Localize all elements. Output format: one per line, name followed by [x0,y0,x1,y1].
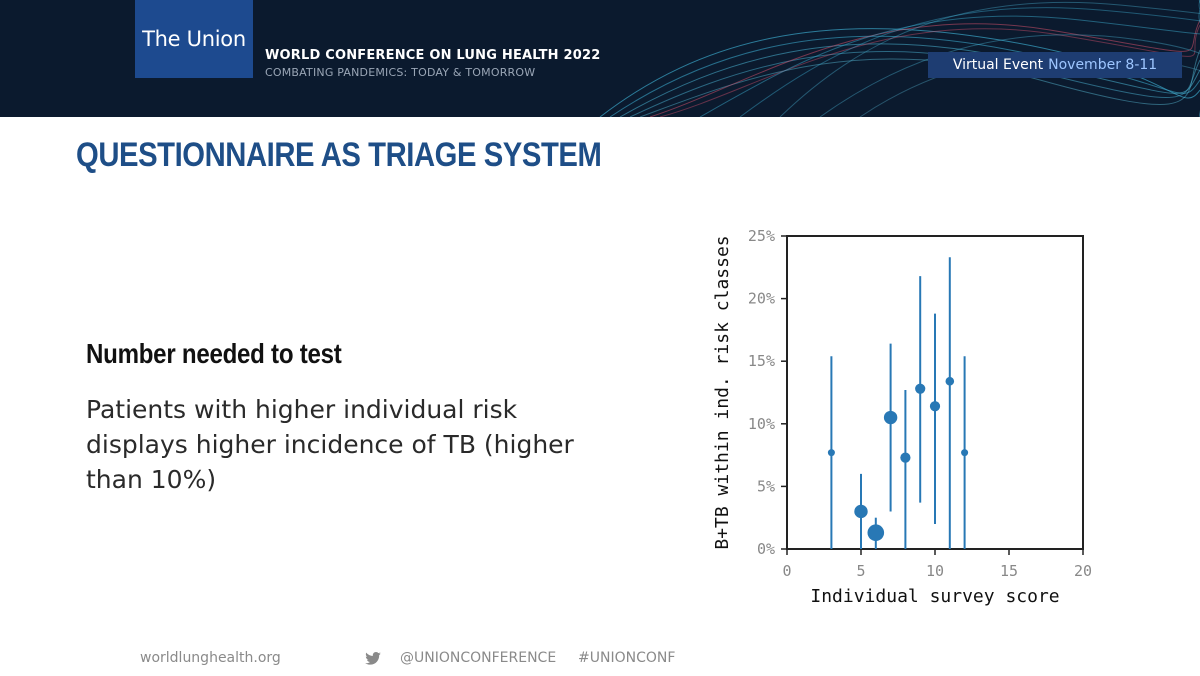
data-point [867,524,885,542]
event-label: Virtual Event [952,57,1044,73]
data-point [929,401,941,412]
y-tick-label: 20% [748,290,775,308]
conference-banner: The Union WORLD CONFERENCE ON LUNG HEALT… [0,0,1200,117]
footer-hashtag[interactable]: #UNIONCONF [578,650,676,666]
data-point [883,410,898,425]
data-point [900,452,911,463]
x-axis-label: Individual survey score [810,586,1059,607]
y-tick-label: 10% [748,415,775,433]
x-tick-label: 5 [856,562,865,580]
footer-website[interactable]: worldlunghealth.org [140,650,281,666]
section-heading: Number needed to test [86,338,342,369]
data-point [961,449,969,457]
y-axis-label: B+TB within ind. risk classes [712,235,733,549]
y-tick-label: 5% [757,477,775,495]
conference-title: WORLD CONFERENCE ON LUNG HEALTH 2022 [265,48,601,63]
data-point [854,504,868,519]
y-tick-label: 15% [748,352,775,370]
twitter-icon[interactable] [365,652,381,665]
data-point [915,383,926,394]
body-text: Patients with higher individual risk dis… [86,395,574,494]
data-point [827,449,835,457]
scatter-chart: 0 5 10 15 20 0% 5% 10% 15% 20% 25% Individual surve… [712,227,1092,607]
y-tick-label: 25% [748,227,775,245]
x-tick-label: 15 [1000,562,1018,580]
conference-subtitle: COMBATING PANDEMICS: TODAY & TOMORROW [265,66,536,79]
page-title: QUESTIONNAIRE AS TRIAGE SYSTEM [76,136,602,174]
x-tick-label: 10 [926,562,944,580]
y-tick-label: 0% [757,540,775,558]
union-logo: The Union [135,0,253,78]
event-dates: November 8-11 [1048,57,1158,73]
data-point [945,376,955,386]
logo-text: The Union [142,27,246,51]
event-badge: Virtual Event November 8-11 [928,52,1182,78]
x-tick-label: 0 [782,562,791,580]
x-tick-label: 20 [1074,562,1092,580]
footer-twitter-handle[interactable]: @UNIONCONFERENCE [400,650,557,666]
